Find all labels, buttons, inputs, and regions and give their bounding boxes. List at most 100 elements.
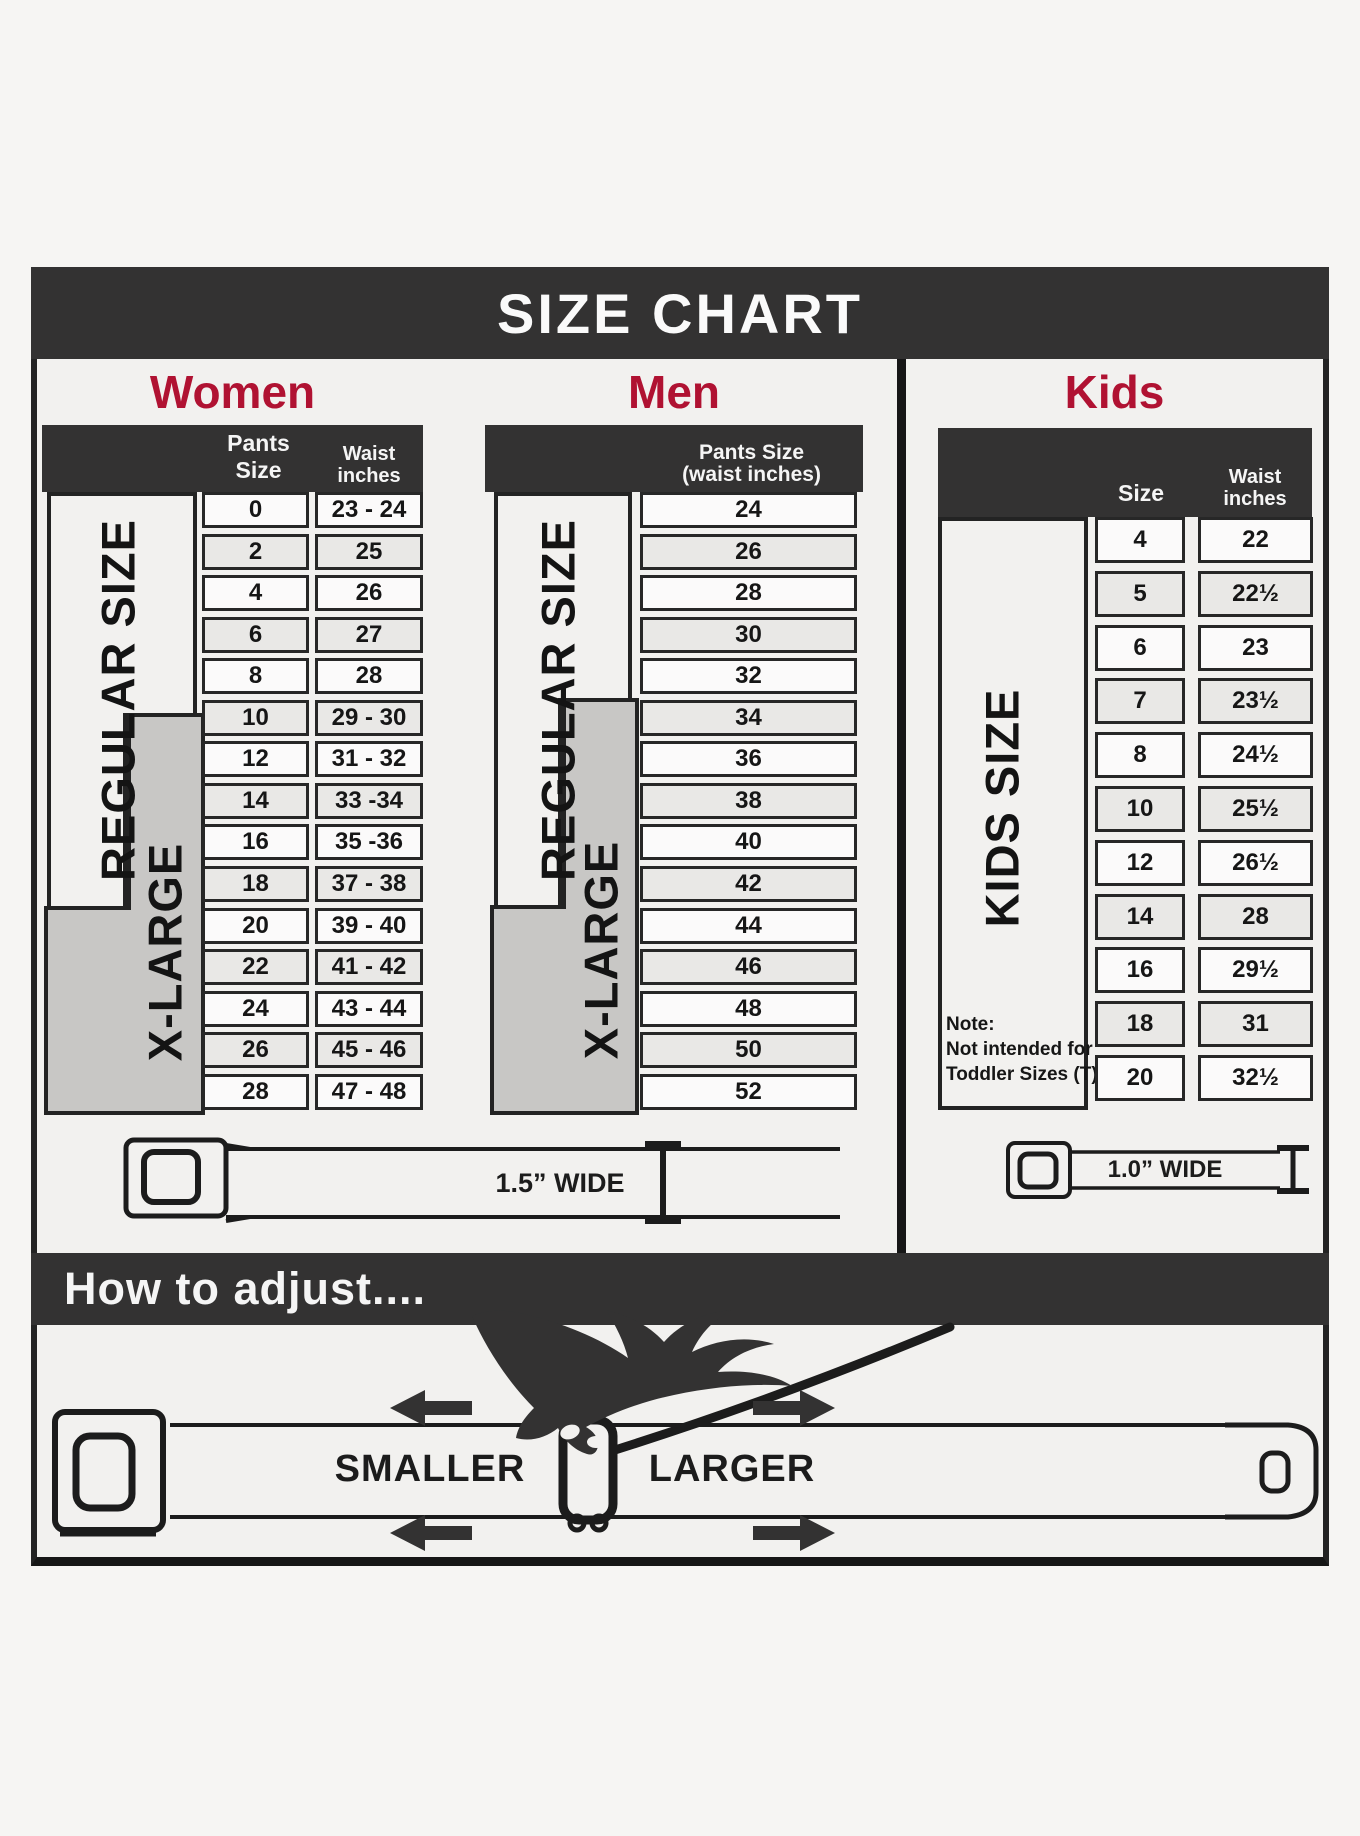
how-to-adjust-title: How to adjust....	[64, 1263, 426, 1314]
table-cell: 35 -36	[315, 824, 423, 860]
men-col-line2: (waist inches)	[682, 463, 821, 486]
kids-table-rows: 4 22 5 22½ 6 23 7 23½ 8 24½ 10 25½ 12 26½ 14 28 16 29½ 18 3…	[1095, 517, 1313, 1110]
fingertip-highlight	[587, 1436, 605, 1448]
smaller-arrow-bottom	[390, 1515, 472, 1551]
table-cell: 31 - 32	[315, 741, 423, 777]
table-cell: 12	[202, 741, 309, 777]
table-cell: 28	[202, 1074, 309, 1110]
table-cell: 50	[640, 1032, 857, 1068]
table-cell: 41 - 42	[315, 949, 423, 985]
table-cell: 39 - 40	[315, 908, 423, 944]
table-cell: 2	[202, 534, 309, 570]
fingertip-highlight	[560, 1424, 580, 1440]
men-xlarge-region	[490, 698, 639, 1115]
kids-col-size: Size	[1117, 480, 1165, 506]
table-cell: 45 - 46	[315, 1032, 423, 1068]
table-cell: 47 - 48	[315, 1074, 423, 1110]
table-cell: 6	[202, 617, 309, 653]
men-section-title: Men	[628, 366, 720, 418]
table-cell: 23½	[1198, 678, 1313, 724]
men-size-range-graphic	[490, 492, 639, 1115]
adjust-buckle-body	[52, 1409, 166, 1533]
smaller-arrow-top	[390, 1390, 472, 1426]
adjust-belt-tip	[1225, 1422, 1319, 1520]
men-table-rows: 24 26 28 30 32 34 36 38 40 42 44 46 48 50 52	[640, 492, 863, 1117]
women-col-pants-size: Pants Size	[227, 430, 290, 483]
table-cell: 26½	[1198, 840, 1313, 886]
women-col-waist-line2: inches	[337, 465, 401, 487]
table-cell: 20	[202, 908, 309, 944]
adjust-belt-illustration	[52, 1310, 1319, 1551]
table-cell: 10	[1095, 786, 1185, 832]
table-cell: 28	[1198, 894, 1313, 940]
table-cell: 8	[202, 658, 309, 694]
table-cell: 52	[640, 1074, 857, 1110]
size-chart-header-bar: SIZE CHART	[31, 267, 1329, 359]
kids-note-line3: Toddler Sizes (T)	[946, 1064, 1098, 1085]
table-cell: 10	[202, 700, 309, 736]
kids-note-line2: Not intended for	[946, 1039, 1093, 1060]
women-col-waist-line1: Waist	[342, 443, 396, 465]
kids-note: Note: Not intended for Toddler Sizes (T)	[946, 1012, 1098, 1087]
width-dimension-caps	[645, 1141, 681, 1224]
table-cell: 16	[202, 824, 309, 860]
table-cell: 14	[1095, 894, 1185, 940]
smaller-label: SMALLER	[334, 1448, 526, 1490]
adult-belt-illustration	[123, 1137, 840, 1224]
table-cell: 28	[640, 575, 857, 611]
women-table-header: Pants Size Waist inches	[42, 425, 423, 492]
table-cell: 24	[202, 991, 309, 1027]
kids-table-header: Size Waist inches	[938, 428, 1312, 517]
table-cell: 14	[202, 783, 309, 819]
table-cell: 22	[202, 949, 309, 985]
table-cell: 18	[202, 866, 309, 902]
table-cell: 25	[315, 534, 423, 570]
table-cell: 6	[1095, 625, 1185, 671]
table-cell: 22½	[1198, 571, 1313, 617]
kids-size-box	[938, 517, 1088, 1110]
kids-belt-illustration	[1006, 1141, 1309, 1199]
table-cell: 48	[640, 991, 857, 1027]
men-col-line1: Pants Size	[698, 441, 805, 464]
women-section-title: Women	[149, 366, 316, 418]
table-cell: 23	[1198, 625, 1313, 671]
table-cell: 34	[640, 700, 857, 736]
table-cell: 26	[640, 534, 857, 570]
table-cell: 26	[202, 1032, 309, 1068]
kids-col-waist-line1: Waist	[1228, 466, 1282, 488]
table-cell: 0	[202, 492, 309, 528]
men-regular-region	[494, 492, 632, 909]
kids-buckle-window	[1017, 1151, 1059, 1190]
table-cell: 37 - 38	[315, 866, 423, 902]
table-cell: 30	[640, 617, 857, 653]
table-cell: 26	[315, 575, 423, 611]
table-cell: 42	[640, 866, 857, 902]
table-cell: 31	[1198, 1001, 1313, 1047]
table-cell: 23 - 24	[315, 492, 423, 528]
table-cell: 27	[315, 617, 423, 653]
table-cell: 4	[1095, 517, 1185, 563]
table-cell: 28	[315, 658, 423, 694]
kids-section-title: Kids	[1064, 366, 1165, 418]
table-cell: 25½	[1198, 786, 1313, 832]
table-cell: 24	[640, 492, 857, 528]
table-cell: 32½	[1198, 1055, 1313, 1101]
adjust-belt-tip-slot	[1259, 1450, 1291, 1494]
page-title: SIZE CHART	[497, 281, 863, 345]
men-col-pants-size: Pants Size (waist inches)	[640, 442, 863, 486]
kids-panel-divider	[897, 359, 906, 1253]
kids-belt-width-caption: 1.0” WIDE	[1107, 1156, 1223, 1183]
larger-arrow-top	[753, 1390, 835, 1426]
table-cell: 40	[640, 824, 857, 860]
table-cell: 32	[640, 658, 857, 694]
table-cell: 44	[640, 908, 857, 944]
kids-note-line1: Note:	[946, 1014, 995, 1035]
belt-buckle-window	[141, 1149, 201, 1205]
table-cell: 46	[640, 949, 857, 985]
table-cell: 12	[1095, 840, 1185, 886]
table-cell: 16	[1095, 947, 1185, 993]
how-to-adjust-bar: How to adjust....	[31, 1253, 1329, 1325]
adult-belt-width-caption: 1.5” WIDE	[495, 1168, 625, 1198]
table-cell: 20	[1095, 1055, 1185, 1101]
